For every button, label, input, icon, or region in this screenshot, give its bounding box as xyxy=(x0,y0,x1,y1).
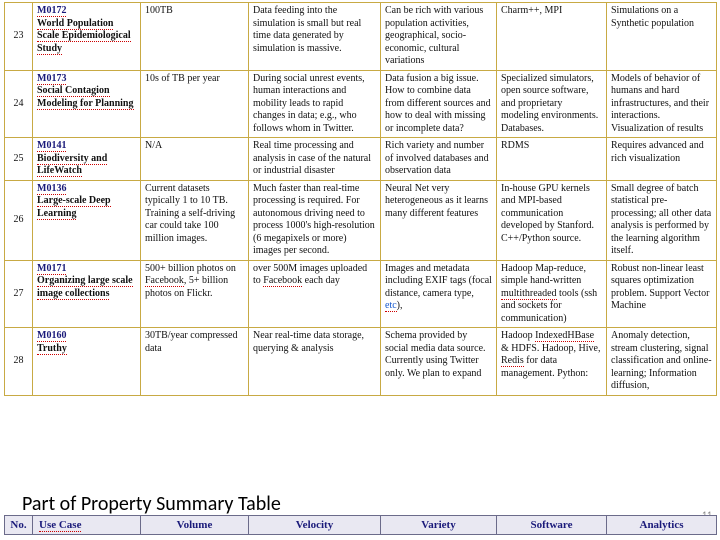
software-cell: RDMS xyxy=(497,138,607,181)
row-number: 23 xyxy=(5,3,33,71)
row-number: 25 xyxy=(5,138,33,181)
analytics-cell: Requires advanced and rich visualization xyxy=(607,138,717,181)
header-volume: Volume xyxy=(141,516,249,535)
velocity-cell: Much faster than real-time processing is… xyxy=(249,180,381,260)
table-row: 23M0172World Population Scale Epidemiolo… xyxy=(5,3,717,71)
velocity-cell: Near real-time data storage, querying & … xyxy=(249,328,381,396)
summary-table: 23M0172World Population Scale Epidemiolo… xyxy=(4,2,717,396)
header-use-case: Use Case xyxy=(33,516,141,535)
table-row: 26M0136Large-scale Deep LearningCurrent … xyxy=(5,180,717,260)
use-case-cell: M0172World Population Scale Epidemiologi… xyxy=(33,3,141,71)
software-cell: Charm++, MPI xyxy=(497,3,607,71)
variety-cell: Images and metadata including EXIF tags … xyxy=(381,260,497,328)
analytics-cell: Anomaly detection, stream clustering, si… xyxy=(607,328,717,396)
table-row: 27M0171Organizing large scale image coll… xyxy=(5,260,717,328)
software-cell: Hadoop IndexedHBase & HDFS. Hadoop, Hive… xyxy=(497,328,607,396)
velocity-cell: Data feeding into the simulation is smal… xyxy=(249,3,381,71)
table-row: 25M0141Biodiversity and LifeWatchN/AReal… xyxy=(5,138,717,181)
row-number: 28 xyxy=(5,328,33,396)
column-header-row: No. Use Case Volume Velocity Variety Sof… xyxy=(4,515,717,535)
header-velocity: Velocity xyxy=(249,516,381,535)
header-variety: Variety xyxy=(381,516,497,535)
analytics-cell: Simulations on a Synthetic population xyxy=(607,3,717,71)
velocity-cell: over 500M images uploaded to Facebook ea… xyxy=(249,260,381,328)
use-case-cell: M0160Truthy xyxy=(33,328,141,396)
velocity-cell: Real time processing and analysis in cas… xyxy=(249,138,381,181)
velocity-cell: During social unrest events, human inter… xyxy=(249,70,381,138)
software-cell: In-house GPU kernels and MPI-based commu… xyxy=(497,180,607,260)
variety-cell: Schema provided by social media data sou… xyxy=(381,328,497,396)
software-cell: Hadoop Map-reduce, simple hand-written m… xyxy=(497,260,607,328)
row-number: 27 xyxy=(5,260,33,328)
row-number: 26 xyxy=(5,180,33,260)
volume-cell: N/A xyxy=(141,138,249,181)
variety-cell: Data fusion a big issue. How to combine … xyxy=(381,70,497,138)
software-cell: Specialized simulators, open source soft… xyxy=(497,70,607,138)
variety-cell: Neural Net very heterogeneous as it lear… xyxy=(381,180,497,260)
use-case-cell: M0136Large-scale Deep Learning xyxy=(33,180,141,260)
analytics-cell: Small degree of batch statistical pre-pr… xyxy=(607,180,717,260)
volume-cell: 10s of TB per year xyxy=(141,70,249,138)
row-number: 24 xyxy=(5,70,33,138)
table-row: 28M0160Truthy30TB/year compressed dataNe… xyxy=(5,328,717,396)
use-case-cell: M0171Organizing large scale image collec… xyxy=(33,260,141,328)
analytics-cell: Robust non-linear least squares optimiza… xyxy=(607,260,717,328)
volume-cell: 100TB xyxy=(141,3,249,71)
caption-text: Part of Property Summary Table xyxy=(18,492,285,516)
header-analytics: Analytics xyxy=(607,516,717,535)
header-no: No. xyxy=(5,516,33,535)
variety-cell: Can be rich with various population acti… xyxy=(381,3,497,71)
analytics-cell: Models of behavior of humans and hard in… xyxy=(607,70,717,138)
header-software: Software xyxy=(497,516,607,535)
use-case-cell: M0173Social Contagion Modeling for Plann… xyxy=(33,70,141,138)
table-row: 24M0173Social Contagion Modeling for Pla… xyxy=(5,70,717,138)
variety-cell: Rich variety and number of involved data… xyxy=(381,138,497,181)
volume-cell: 30TB/year compressed data xyxy=(141,328,249,396)
volume-cell: Current datasets typically 1 to 10 TB. T… xyxy=(141,180,249,260)
volume-cell: 500+ billion photos on Facebook, 5+ bill… xyxy=(141,260,249,328)
use-case-cell: M0141Biodiversity and LifeWatch xyxy=(33,138,141,181)
